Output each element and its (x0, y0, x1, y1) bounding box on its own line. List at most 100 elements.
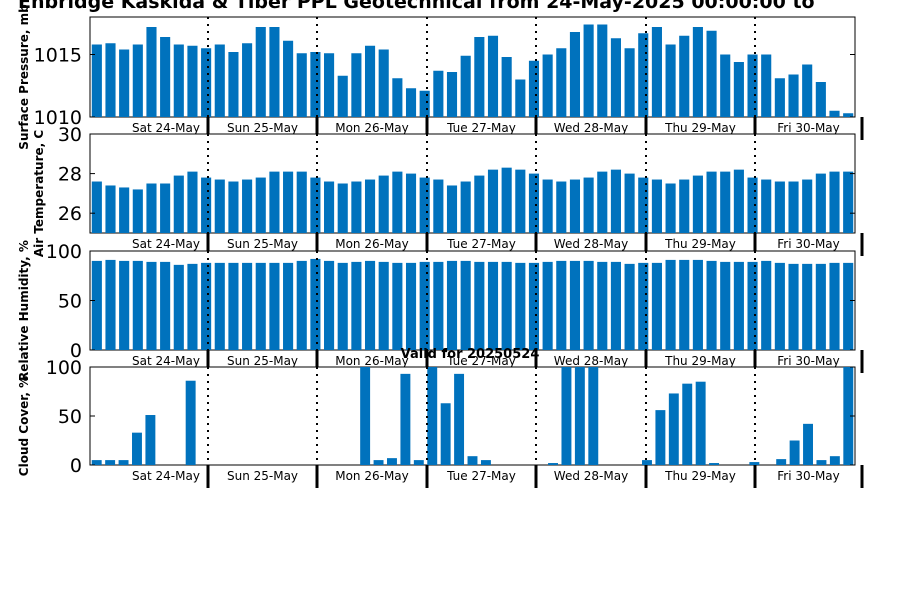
bar (460, 260, 471, 350)
y-tick-label: 0 (70, 455, 82, 477)
bar (733, 62, 744, 117)
bar (296, 171, 307, 233)
day-label: Tue 27-May (446, 469, 516, 483)
bar (242, 179, 253, 233)
bar (160, 37, 171, 117)
bar (400, 373, 411, 465)
bar (706, 260, 717, 350)
bar (242, 43, 253, 117)
bar (548, 463, 558, 465)
bar (173, 264, 184, 350)
bar (624, 263, 635, 350)
bar (105, 259, 116, 350)
bar (324, 53, 335, 117)
bar (146, 183, 157, 233)
bar (556, 48, 567, 117)
bar (789, 440, 800, 465)
bar (255, 27, 266, 117)
bar (378, 175, 389, 233)
bar (460, 55, 471, 117)
bar (337, 183, 348, 233)
bar (583, 24, 594, 117)
bar (720, 261, 731, 350)
bar (310, 258, 321, 350)
bar (255, 177, 266, 233)
y-tick-label: 100 (46, 241, 82, 263)
bar (119, 260, 130, 350)
day-label: Sat 24-May (132, 121, 200, 135)
bar (296, 260, 307, 350)
y-tick-label: 30 (58, 124, 82, 146)
bar (610, 261, 621, 350)
bar (501, 167, 512, 233)
bar (427, 367, 438, 465)
bar (709, 463, 720, 465)
bar (829, 110, 840, 117)
bar (569, 179, 581, 233)
day-label: Mon 26-May (335, 121, 409, 135)
bar (364, 179, 376, 233)
bar (378, 49, 389, 117)
bar (802, 179, 813, 233)
bar (201, 177, 212, 233)
bar (187, 263, 198, 350)
bar (105, 460, 116, 465)
bar (487, 35, 499, 117)
bar (373, 460, 384, 465)
bar (146, 27, 157, 117)
bar (624, 173, 635, 233)
bar (774, 181, 785, 233)
day-label: Wed 28-May (554, 237, 628, 251)
bar (214, 179, 225, 233)
bar (283, 40, 294, 117)
day-label: Wed 28-May (554, 121, 628, 135)
bar (829, 171, 840, 233)
bar (378, 261, 389, 350)
bar (610, 38, 621, 117)
bar (228, 262, 239, 350)
bar (815, 173, 826, 233)
bar (187, 45, 198, 117)
bar (665, 183, 676, 233)
bar (692, 259, 703, 350)
bar (419, 90, 430, 117)
y-tick-label: 50 (58, 291, 82, 313)
day-label: Sat 24-May (132, 237, 200, 251)
bar (446, 260, 458, 350)
day-label: Sun 25-May (227, 354, 298, 368)
day-label: Sun 25-May (227, 237, 298, 251)
bar (228, 52, 239, 117)
y-tick-label: 50 (58, 406, 82, 428)
panel-4: Sat 24-May Sun 25-May Mon 26-May Tue 27-May… (17, 357, 864, 488)
bar (201, 48, 212, 117)
y-tick-label: 28 (58, 164, 82, 186)
bar (747, 54, 758, 117)
bar (843, 171, 854, 233)
y-tick-label: 1010 (34, 107, 82, 129)
bar (454, 373, 465, 465)
day-label: Tue 27-May (446, 354, 516, 368)
bar (360, 367, 371, 465)
bar (829, 456, 840, 465)
bar (91, 460, 102, 465)
bar (269, 262, 280, 350)
day-label: Fri 30-May (777, 237, 840, 251)
bar (324, 181, 335, 233)
bar (843, 262, 854, 350)
day-label: Fri 30-May (777, 354, 840, 368)
bar (146, 261, 157, 350)
bar (610, 169, 621, 233)
bar (214, 262, 225, 350)
bar (392, 171, 403, 233)
bar (843, 113, 854, 117)
day-label: Wed 28-May (554, 354, 628, 368)
bar (774, 262, 785, 350)
y-axis-label: Relative Humidity, % (17, 240, 31, 381)
bar (501, 261, 512, 350)
bar (433, 70, 444, 117)
bar (433, 179, 444, 233)
bar (720, 54, 731, 117)
bar (405, 88, 417, 117)
bar (749, 462, 760, 465)
bar (816, 460, 827, 465)
